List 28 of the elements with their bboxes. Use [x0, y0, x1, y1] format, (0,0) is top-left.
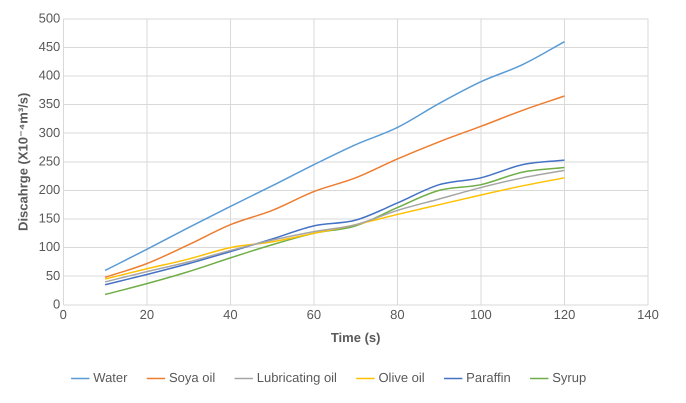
legend-label: Lubricating oil: [256, 370, 338, 386]
x-tick-label: 100: [470, 307, 492, 322]
y-tick-label: 100: [38, 239, 60, 254]
legend-label: Soya oil: [168, 370, 216, 386]
x-tick-label: 140: [637, 307, 659, 322]
legend-label: Syrup: [552, 370, 586, 386]
x-tick-label: 40: [223, 307, 238, 322]
legend-label: Water: [93, 370, 128, 386]
y-tick-label: 350: [38, 96, 60, 112]
x-axis-title: Time (s): [330, 330, 380, 345]
x-tick-label: 60: [306, 307, 322, 322]
y-tick-label: 250: [38, 153, 60, 168]
y-tick-label: 450: [38, 38, 60, 54]
y-tick-label: 150: [38, 210, 60, 226]
x-tick-label: 20: [140, 307, 154, 322]
legend-label: Olive oil: [378, 370, 425, 386]
y-tick-label: 50: [46, 268, 60, 283]
y-tick-label: 0: [53, 296, 60, 312]
line-series: [104, 95, 566, 278]
y-axis-title: Discahrge (X10⁻⁴m³/s): [15, 92, 30, 231]
y-tick-label: 200: [38, 182, 60, 197]
legend-label: Paraffin: [466, 370, 511, 386]
x-tick-label: 120: [554, 307, 576, 322]
y-tick-label: 300: [38, 124, 60, 140]
y-tick-label: 400: [38, 68, 60, 83]
x-tick-label: 80: [390, 307, 405, 322]
line-series: [104, 40, 566, 272]
y-tick-label: 500: [38, 10, 60, 26]
